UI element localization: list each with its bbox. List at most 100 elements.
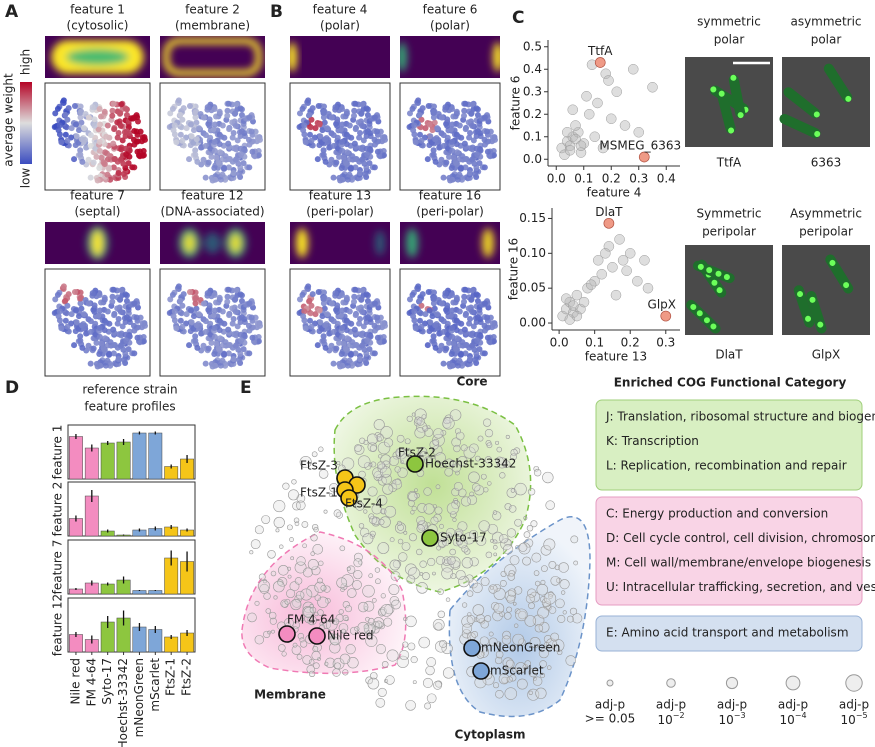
embedding-circle — [405, 615, 417, 628]
cell-spot — [730, 74, 737, 81]
cell — [717, 90, 736, 134]
embedding-point — [452, 345, 459, 352]
embedding-circle — [254, 525, 264, 535]
point — [592, 97, 603, 109]
y-tick-label: 0.5 — [523, 39, 542, 53]
embedding-circle — [308, 659, 315, 665]
embedding-circle — [345, 605, 353, 613]
embedding-circle — [508, 505, 517, 513]
embedding-point — [351, 293, 358, 300]
y-axis-label: feature 12 — [51, 594, 65, 656]
embedding-circle — [421, 414, 427, 420]
embedding-circle — [258, 573, 266, 581]
embedding-circle — [267, 550, 276, 559]
embedding-point — [232, 156, 239, 163]
feature-kind: (peri-polar) — [306, 205, 374, 219]
embedding-point — [352, 156, 359, 163]
embedding-circle — [250, 539, 261, 550]
embedding-point — [308, 302, 315, 309]
embedding-circle — [453, 444, 461, 453]
embedding-point — [456, 308, 463, 315]
embedding-circle — [325, 618, 338, 631]
embedding-circle — [455, 538, 463, 546]
embedding-circle — [416, 417, 425, 426]
cell — [783, 87, 821, 119]
embedding-circle — [412, 680, 417, 685]
cell-spot — [710, 323, 717, 330]
feature-kind: (polar) — [320, 19, 360, 33]
legend-value: 10−2 — [657, 711, 684, 727]
embedding-point — [134, 148, 141, 155]
y-axis-label: feature 16 — [507, 238, 521, 300]
embedding-point — [468, 110, 475, 117]
cell-spot — [706, 267, 713, 274]
x-tick-label: 0.3 — [656, 336, 675, 350]
embedding-point — [123, 111, 130, 118]
embedding-point — [229, 134, 236, 141]
strain-marker — [340, 489, 358, 507]
embedding-circle — [358, 523, 365, 529]
heatmap-blobs — [163, 38, 262, 76]
embedding-point — [83, 330, 90, 337]
embedding-circle — [484, 456, 493, 464]
feature-name: feature 6 — [423, 3, 478, 17]
embedding-point — [352, 100, 359, 107]
heatmap — [400, 36, 500, 78]
cell-spot — [728, 127, 735, 134]
embedding-circle — [466, 494, 478, 505]
embedding-circle — [286, 588, 296, 599]
embedding-point — [469, 308, 476, 315]
micrograph — [685, 245, 773, 335]
embedding-circle — [295, 500, 306, 511]
x-tick-label: 0.2 — [621, 336, 640, 350]
feature-name: feature 1 — [70, 3, 125, 17]
embedding-circle — [389, 559, 401, 571]
embedding-circle — [422, 425, 429, 432]
highlight-label: MSMEG_6363 — [599, 139, 681, 153]
embedding-circle — [408, 533, 417, 542]
embedding-circle — [502, 630, 511, 640]
embedding-point — [104, 122, 111, 129]
cog-item: U: Intracellular trafficking, secretion,… — [606, 580, 875, 594]
embedding-point — [434, 311, 441, 318]
embedding-point — [233, 287, 240, 294]
embedding-point — [54, 105, 61, 112]
embedding-circle — [407, 499, 415, 507]
embedding-point — [371, 114, 378, 121]
embedding-point — [133, 314, 140, 321]
embedding-circle — [275, 528, 280, 533]
embedding-circle — [374, 567, 381, 573]
embedding-point — [62, 111, 69, 118]
embedding-circle — [329, 642, 341, 654]
point — [560, 303, 572, 315]
panel-frame — [67, 481, 196, 537]
embedding-point — [225, 326, 232, 333]
embedding-point — [232, 296, 239, 303]
embedding-circle — [270, 570, 277, 577]
embedding-point — [340, 340, 347, 347]
strain-label: Hoechst-33342 — [425, 457, 516, 471]
embedding-point — [416, 297, 423, 304]
embedding-circle — [451, 437, 461, 448]
embedding-point — [432, 344, 439, 351]
embedding-point — [193, 136, 200, 143]
embedding-point — [64, 137, 71, 144]
embedding-circle — [472, 604, 485, 616]
embedding-circle — [439, 640, 448, 648]
embedding-point — [222, 362, 229, 369]
embedding-point — [448, 324, 455, 331]
embedding-point — [339, 147, 346, 154]
point — [642, 282, 654, 294]
embedding-point — [217, 149, 224, 156]
embedding-point — [171, 308, 178, 315]
embedding-point — [78, 119, 85, 126]
embedding-circle — [338, 609, 344, 615]
embedding-circle — [411, 505, 417, 512]
embedding-point — [216, 294, 223, 301]
point — [610, 289, 622, 301]
chart-title: reference strain — [82, 383, 177, 397]
embedding-circle — [368, 462, 373, 467]
embedding-circle — [318, 469, 329, 479]
embedding-circle — [476, 535, 487, 546]
heatmap-blobs — [406, 228, 494, 258]
